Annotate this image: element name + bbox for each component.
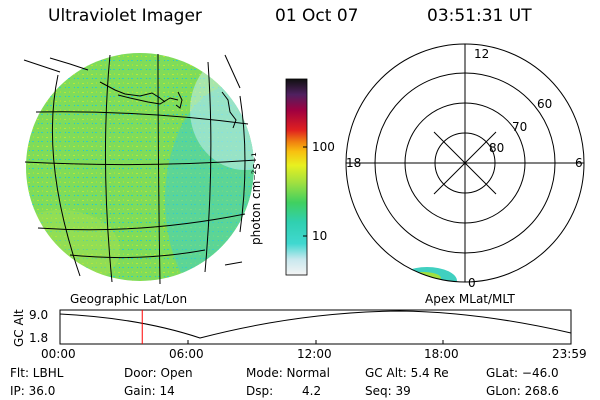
colorbar [285,78,308,276]
altitude-xtick-0600: 06:00 [169,347,204,361]
dsp-value: 4.2 [302,384,322,398]
mode-status: Mode: Normal [246,366,330,380]
mlt-label-18: 18 [346,156,362,170]
header-date: 01 Oct 07 [275,6,359,26]
filter-status: Flt: LBHL [10,366,64,380]
header-time: 03:51:31 UT [427,6,532,26]
colorbar-tick-10: 10 [312,229,328,243]
colorbar-tick-100: 100 [312,140,335,154]
door-status: Door: Open [124,366,193,380]
altitude-plot-frame [59,309,572,345]
altitude-plot-ticks [59,340,572,344]
altitude-xtick-1800: 18:00 [424,347,459,361]
glon-status: GLon: 268.6 [486,384,559,398]
glat-status: GLat: −46.0 [486,366,559,380]
gain-status: Gain: 14 [124,384,175,398]
lat-label-80: 80 [489,141,505,155]
lat-label-60: 60 [537,97,553,111]
mlt-label-12: 12 [474,47,490,61]
altitude-xtick-2359: 23:59 [552,347,587,361]
colorbar-unit-label: photon cm⁻²s⁻¹ [249,152,263,245]
altitude-xtick-0000: 00:00 [41,347,76,361]
colorbar-ticks [303,146,307,237]
app-title: Ultraviolet Imager [48,6,202,26]
altitude-ytick-max: 9.0 [29,308,49,322]
earth-coastlines [49,57,237,129]
apex-projection-label: Apex MLat/MLT [425,292,515,306]
gc-alt-status: GC Alt: 5.4 Re [365,366,449,380]
mlt-label-6: 6 [575,156,583,170]
mlt-label-0: 0 [468,276,476,290]
geographic-grid [23,53,257,285]
altitude-trace [59,310,572,339]
lat-label-70: 70 [512,120,528,134]
altitude-ytick-min: 1.8 [29,331,49,345]
polar-grid [345,43,585,283]
geographic-projection-label: Geographic Lat/Lon [70,292,188,306]
altitude-xtick-1200: 12:00 [297,347,332,361]
seq-status: Seq: 39 [365,384,411,398]
dsp-label: Dsp: [246,384,274,398]
altitude-ylabel: GC Alt [12,309,26,347]
ip-status: IP: 36.0 [10,384,56,398]
